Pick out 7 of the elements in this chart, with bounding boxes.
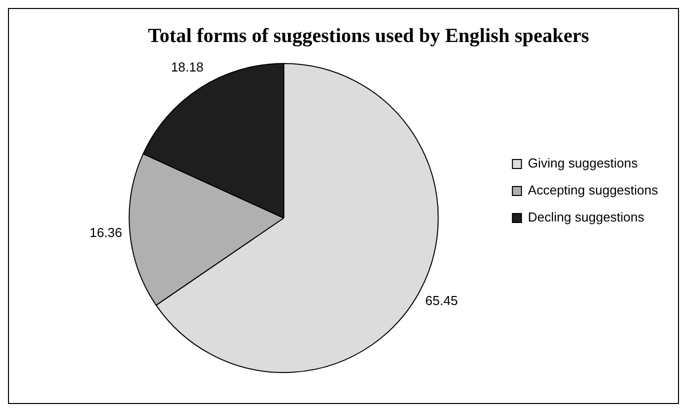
data-label: 65.45 <box>425 292 458 308</box>
legend-label: Accepting suggestions <box>528 182 658 198</box>
legend-label: Giving suggestions <box>528 156 638 171</box>
data-label: 16.36 <box>90 224 122 240</box>
legend-label: Decling suggestions <box>528 210 645 225</box>
chart-title: Total forms of suggestions used by English speakers <box>148 25 590 48</box>
data-label: 18.18 <box>170 59 204 74</box>
